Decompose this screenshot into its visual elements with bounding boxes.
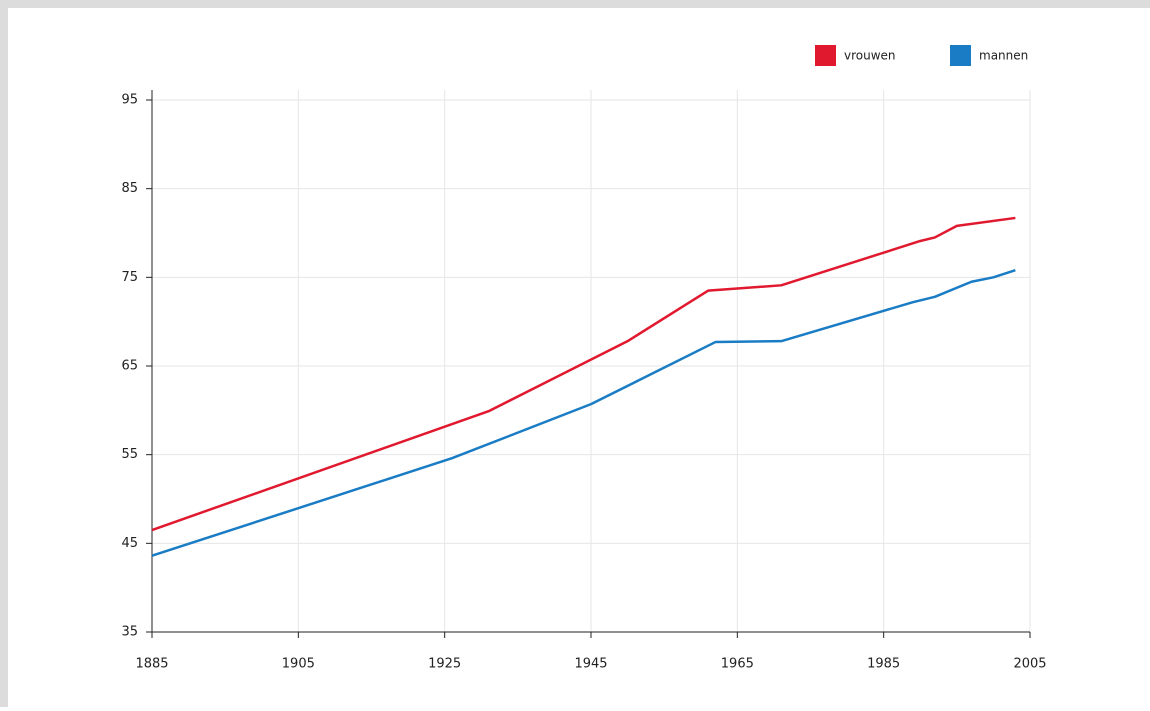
legend-swatch xyxy=(815,45,836,66)
y-tick-label: 85 xyxy=(121,181,138,196)
x-tick-label: 1925 xyxy=(428,657,461,672)
data-line xyxy=(151,269,1016,557)
y-tick-label: 75 xyxy=(121,270,138,285)
x-tick-label: 2005 xyxy=(1013,657,1046,672)
y-tick-label: 95 xyxy=(121,93,138,108)
x-tick-label: 1985 xyxy=(867,657,900,672)
frame-top xyxy=(0,0,1150,8)
data-line xyxy=(151,216,1016,532)
y-tick-label: 65 xyxy=(121,359,138,374)
x-tick-label: 1965 xyxy=(721,657,754,672)
frame-left xyxy=(0,0,8,707)
x-tick-label: 1885 xyxy=(135,657,168,672)
x-tick-label: 1905 xyxy=(282,657,315,672)
y-tick-label: 35 xyxy=(121,625,138,640)
y-tick-label: 55 xyxy=(121,447,138,462)
x-tick-label: 1945 xyxy=(574,657,607,672)
legend-label: mannen xyxy=(979,49,1028,63)
legend-swatch xyxy=(950,45,971,66)
legend-label: vrouwen xyxy=(844,49,896,63)
y-tick-label: 45 xyxy=(121,536,138,551)
